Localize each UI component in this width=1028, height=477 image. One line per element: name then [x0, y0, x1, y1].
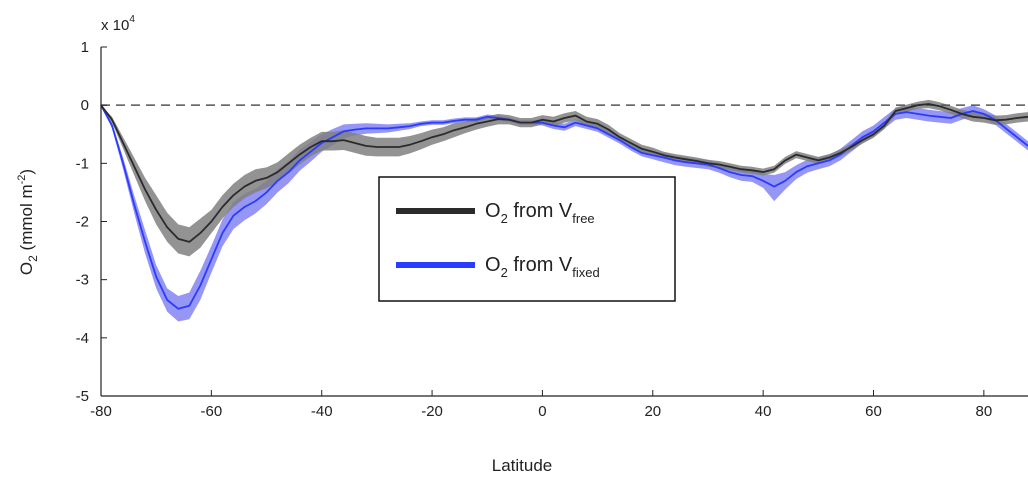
band-free [101, 99, 1028, 257]
legend-entry-fixed: O2 from Vfixed [485, 254, 600, 280]
y-tick-label: 0 [81, 97, 89, 114]
legend: O2 from Vfree O2 from Vfixed [378, 176, 676, 302]
x-tick-label: -20 [421, 403, 443, 420]
legend-box [378, 176, 676, 302]
y-exponent-label: x 104 [101, 14, 135, 34]
x-tick-label: -40 [311, 403, 333, 420]
legend-entry-free: O2 from Vfree [485, 200, 595, 226]
series-line-free [100, 103, 1028, 243]
y-axis-label: O2 (mmol m-2) [16, 169, 40, 275]
y-ticks: -5 -4 -3 -2 -1 0 1 [76, 39, 107, 405]
y-tick-label: -4 [76, 330, 89, 347]
y-tick-label: 1 [81, 39, 89, 56]
band-fixed [101, 105, 1028, 322]
uncertainty-bands [101, 99, 1028, 322]
x-ticks: -80 -60 -40 -20 0 20 40 60 80 [90, 390, 992, 420]
x-tick-label: 80 [976, 403, 993, 420]
x-tick-label: 0 [538, 403, 546, 420]
y-tick-label: -2 [76, 214, 89, 231]
series-lines [100, 103, 1028, 310]
y-tick-label: -3 [76, 272, 89, 289]
x-tick-label: -80 [90, 403, 112, 420]
x-tick-label: 20 [644, 403, 661, 420]
x-tick-label: 40 [755, 403, 772, 420]
x-axis-label: Latitude [492, 456, 553, 475]
series-line-fixed [100, 104, 1028, 310]
x-tick-label: 60 [865, 403, 882, 420]
y-tick-label: -5 [76, 388, 89, 405]
x-tick-label: -60 [201, 403, 223, 420]
y-tick-label: -1 [76, 155, 89, 172]
